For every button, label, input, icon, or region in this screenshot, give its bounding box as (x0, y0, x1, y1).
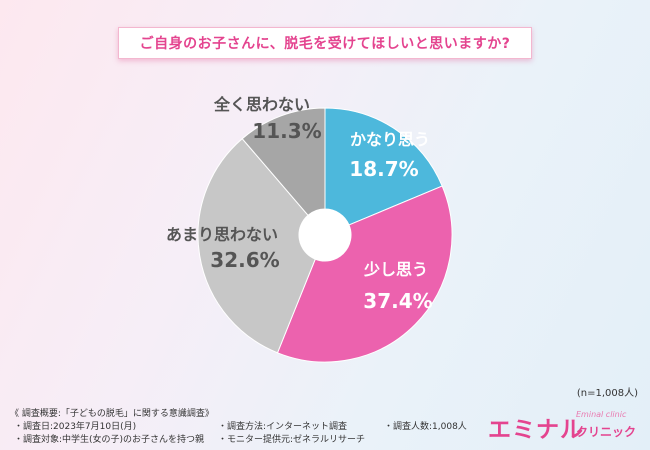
chart-title: ご自身のお子さんに、脱毛を受けてほしいと思いますか? (118, 27, 532, 59)
pie-slice-0 (324, 107, 443, 226)
slice-value-3: 11.3% (252, 119, 321, 143)
brand-name: エミナル (488, 417, 584, 443)
survey-count: ・調査人数:1,008人 (384, 422, 467, 432)
survey-target: ・調査対象:中学生(女の子)のお子さんを持つ親 (14, 435, 205, 445)
brand-clinic: クリニック (576, 425, 637, 439)
donut-hole (299, 209, 351, 261)
survey-date: ・調査日:2023年7月10日(月) (14, 422, 137, 432)
brand-subtitle: Eminal clinic (576, 410, 627, 419)
slice-label-0: かなり思う (350, 130, 430, 149)
slice-value-2: 32.6% (210, 248, 279, 272)
sample-size-note: (n=1,008人) (576, 388, 638, 399)
survey-method: ・調査方法:インターネット調査 (218, 422, 348, 432)
slice-label-1: 少し思う (363, 260, 428, 279)
brand-logo: エミナル Eminal clinic クリニック (488, 408, 638, 444)
survey-overview: 《 調査概要:「子どもの脱毛」に関する意識調査》 ・調査日:2023年7月10日… (0, 404, 650, 450)
survey-heading: 《 調査概要:「子どもの脱毛」に関する意識調査》 (10, 409, 214, 419)
slice-label-3: 全く思わない (213, 95, 310, 114)
slice-label-2: あまり思わない (166, 225, 278, 244)
survey-provider: ・モニター提供元:ゼネラルリサーチ (218, 435, 366, 445)
slice-value-0: 18.7% (349, 157, 418, 181)
slice-value-1: 37.4% (363, 289, 432, 313)
